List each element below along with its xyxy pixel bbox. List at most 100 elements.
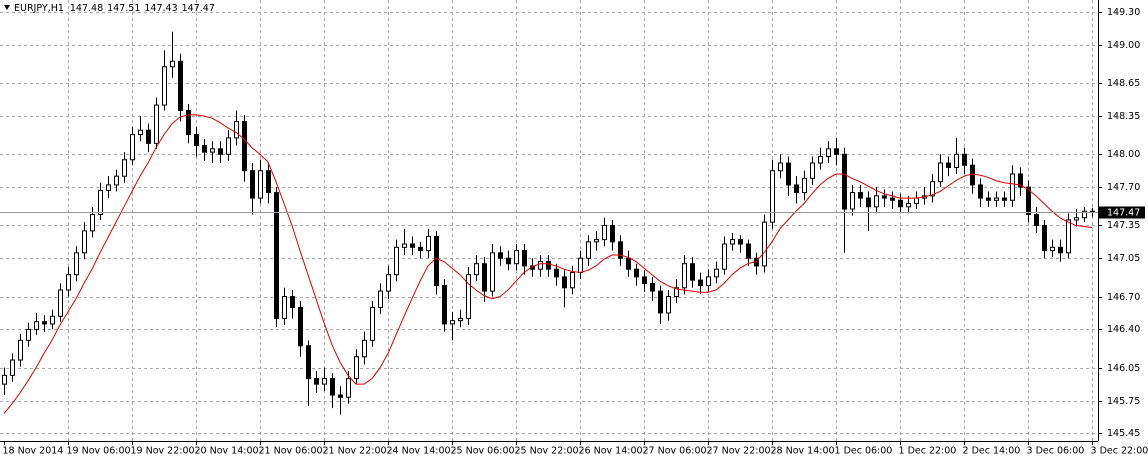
candle-body [58,289,63,317]
candle-body [410,243,415,248]
candle-body [162,66,167,106]
candle-body [746,243,751,259]
candle-body [810,162,815,179]
candle-body [866,197,871,208]
candle-body [874,195,879,208]
candle-body [194,134,199,147]
candle-body [34,321,39,330]
candle-body [322,378,327,385]
y-tick-label: 148.35 [1107,111,1140,122]
candle-body [930,181,935,197]
candle-body [586,241,591,259]
candle-body [42,321,47,325]
candle-body [954,153,959,168]
candle-body [490,252,495,292]
x-tick-label: 21 Nov 22:00 [323,446,387,457]
candle-body [362,339,367,358]
menu-triangle[interactable] [4,5,10,10]
candle-body [962,153,967,166]
candle-body [546,261,551,270]
candle-body [458,317,463,322]
candle-body [130,134,135,161]
candle-body [1058,246,1063,254]
y-tick-label: 146.70 [1107,292,1140,303]
candle-body [114,175,119,186]
y-tick-label: 149.00 [1107,40,1140,51]
candle-body [1034,213,1039,226]
candle-body [394,246,399,276]
candle-body [354,356,359,380]
candle-body [994,197,999,201]
candle-body [514,250,519,265]
candle-body [98,189,103,215]
candle-body [786,162,791,186]
candle-body [138,129,143,136]
x-tick-label: 18 Nov 2014 [3,446,64,457]
candle-body [298,306,303,347]
candle-body [858,192,863,199]
candle-body [170,60,175,68]
candle-body [386,274,391,292]
x-tick-label: 27 Nov 06:00 [643,446,707,457]
x-tick-label: 19 Nov 22:00 [131,446,195,457]
candle-body [50,315,55,325]
candle-body [978,184,983,199]
x-tick-label: 24 Nov 14:00 [387,446,451,457]
candle-body [690,263,695,281]
candle-body [2,374,7,385]
candle-body [202,145,207,153]
candle-body [554,268,559,278]
candle-body [82,230,87,254]
candle-body [250,170,255,199]
x-tick-label: 2 Dec 14:00 [963,446,1021,457]
candle-body [66,274,71,291]
candle-body [986,197,991,201]
low: 147.43 [144,3,177,14]
candle-body [314,378,319,385]
candle-body [1066,219,1071,254]
candle-body [794,184,799,194]
symbol: EURJPY,H1 [14,3,64,14]
candle-body [842,153,847,210]
y-tick-label: 149.30 [1107,7,1140,18]
candle-body [1074,217,1079,221]
y-tick-label: 148.00 [1107,149,1140,160]
x-tick-label: 27 Nov 22:00 [707,446,771,457]
plot [0,31,1098,415]
candle-body [890,197,895,201]
candle-body [834,148,839,155]
candle-body [1026,186,1031,215]
open: 147.48 [70,3,103,14]
y-tick-label: 147.35 [1107,220,1140,231]
candle-body [802,177,807,194]
candle-body [26,328,31,341]
candle-body [338,394,343,398]
candle-body [770,170,775,223]
x-tick-label: 20 Nov 14:00 [195,446,259,457]
candle-body [418,246,423,252]
candle-body [522,250,527,267]
candle-body [106,184,111,191]
candle-body [914,197,919,205]
y-tick-label: 147.05 [1107,253,1140,264]
candle-body [1010,173,1015,201]
candle-body [578,257,583,273]
candle-body [946,162,951,168]
candle-body [474,263,479,276]
candle-body [898,199,903,208]
x-tick-label: 1 Dec 22:00 [899,446,957,457]
candle-body [594,239,599,243]
candle-body [722,243,727,270]
candle-body [234,120,239,139]
candle-body [482,263,487,292]
candle-body [226,137,231,155]
candle-body [402,243,407,248]
candle-body [970,164,975,186]
candle-body [778,162,783,172]
candle-body [538,261,543,270]
candle-body [210,148,215,153]
candle-body [738,239,743,245]
candle-body [658,290,663,314]
high: 147.51 [107,3,140,14]
x-tick-label: 25 Nov 22:00 [515,446,579,457]
